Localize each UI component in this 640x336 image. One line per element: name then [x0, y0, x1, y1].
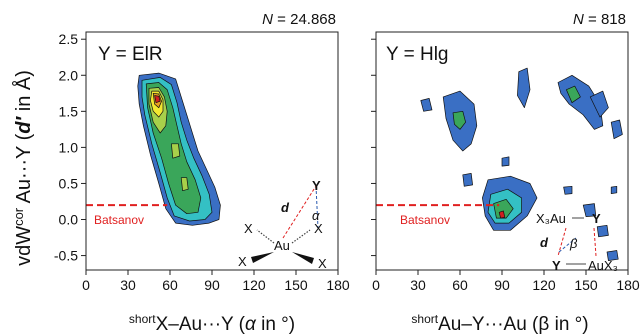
atom-x-3: X	[238, 254, 247, 269]
contour-level-1-14	[501, 156, 510, 167]
atom-x-4: X	[318, 256, 327, 271]
contour-level-1-8	[420, 98, 433, 112]
x-tick-label: 150	[284, 277, 308, 293]
contour-level-7-7	[154, 95, 161, 104]
atom-y-top: Y	[592, 211, 601, 226]
x-tick-label: 60	[452, 277, 468, 293]
panel-label-hlg: Y = Hlg	[386, 44, 449, 65]
x-axis-label-hlg: shortAu–Y···Au (β in °)	[411, 312, 588, 335]
x-ticks-elr: 0 30 60 90 120 150 180	[82, 270, 350, 293]
contours-hlg	[420, 67, 623, 261]
group-x3au: X₃Au	[536, 211, 566, 226]
contour-level-1-16	[582, 203, 597, 217]
x-tick-label: 90	[494, 277, 510, 293]
contour-level-1-6	[589, 90, 609, 118]
y-tick-label: 2.0	[59, 67, 79, 83]
batsanov-label-elr: Batsanov	[94, 213, 144, 227]
x-tick-label: 60	[162, 277, 178, 293]
x-tick-label: 180	[326, 277, 350, 293]
contour-level-4-8	[171, 143, 181, 159]
contour-level-1-3	[517, 67, 531, 109]
x-tick-label: 30	[410, 277, 426, 293]
x-tick-label: 0	[372, 277, 380, 293]
n-count-hlg: N = 818	[573, 11, 626, 28]
contour-level-3-5	[566, 85, 581, 104]
contour-level-3-2	[452, 110, 466, 130]
x-axis-label-elr: shortX–Au···Y (α in °)	[129, 312, 295, 335]
x-ticks-hlg: 0 30 60 90 120 150 180	[372, 270, 640, 293]
atom-y: Y	[312, 178, 321, 193]
panel-elr: 0 30 60 90 120 150 180 -0.50.00.51.01.52.02.5 …	[54, 11, 350, 335]
contour-level-1-13	[462, 173, 473, 187]
y-tick-label: -0.5	[54, 248, 78, 264]
angle-beta: β	[569, 236, 578, 251]
y-tick-label: 1.0	[59, 139, 79, 155]
x-tick-label: 120	[242, 277, 266, 293]
atom-x-2: X	[314, 221, 323, 236]
contour-level-1-7	[610, 119, 623, 140]
contour-level-7-12	[498, 210, 506, 219]
contour-level-4-9	[180, 177, 189, 192]
x-tick-label: 180	[616, 277, 640, 293]
y-tick-marks-hlg	[371, 38, 376, 257]
y-tick-label: 0.0	[59, 212, 79, 228]
atom-x-1: X	[244, 221, 253, 236]
atom-au: Au	[274, 238, 290, 253]
contour-level-1-17	[596, 224, 609, 238]
plot-frame-hlg	[375, 31, 629, 271]
y-axis-label: vdWcor Au···Y (d′ in Å)	[11, 70, 35, 266]
x-tick-label: 120	[532, 277, 556, 293]
distance-d: d	[281, 200, 290, 215]
panel-label-elr: Y = ElR	[98, 44, 163, 65]
angle-alpha: α	[312, 208, 320, 223]
contour-level-1-19	[606, 250, 619, 261]
x-tick-label: 150	[574, 277, 598, 293]
contour-level-3-11	[493, 198, 514, 219]
atom-y-bottom: Y	[552, 258, 561, 273]
group-aux3: AuX₃	[588, 258, 618, 273]
x-tick-label: 0	[82, 277, 90, 293]
x-tick-label: 30	[120, 277, 136, 293]
au-y-au-diagram: X₃Au Y d β Y AuX₃	[536, 211, 618, 273]
plot-frame-elr	[85, 31, 339, 271]
x-tick-label: 90	[204, 277, 220, 293]
y-tick-label: 2.5	[59, 31, 79, 47]
y-tick-label: 1.5	[59, 103, 79, 119]
panel-hlg: 0 30 60 90 120 150 180 Y = Hlg N = 818 Batsano…	[371, 11, 640, 335]
distance-d-hlg: d	[540, 235, 549, 250]
y-ticks: -0.5 0.0 0.5 1.0 1.5 2.0 2.5	[54, 31, 86, 264]
contour-level-1-18	[610, 185, 618, 194]
n-count-elr: N = 24.868	[262, 11, 336, 28]
contour-level-1-15	[563, 185, 573, 195]
contours-elr	[137, 72, 221, 226]
batsanov-label-hlg: Batsanov	[400, 213, 450, 227]
au-coordination-diagram: Y d α Au X X X X	[238, 178, 327, 271]
y-tick-label: 0.5	[59, 175, 79, 191]
